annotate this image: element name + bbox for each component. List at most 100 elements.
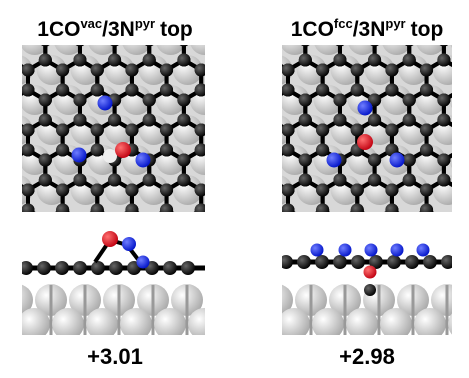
carbon-atom <box>423 255 437 269</box>
carbon-atom <box>333 214 346 227</box>
bond <box>236 150 253 160</box>
bond <box>149 240 166 250</box>
carbon-atom <box>264 124 277 137</box>
carbon-atom <box>73 234 86 247</box>
title-sup: vac <box>80 16 102 31</box>
carbon-atom <box>282 244 295 257</box>
bond <box>80 30 97 40</box>
carbon-atom <box>4 94 17 107</box>
carbon-atom <box>22 204 35 217</box>
carbon-atom <box>333 94 346 107</box>
bond <box>271 0 288 10</box>
metal-atom <box>190 25 220 55</box>
carbon-atom <box>264 234 277 247</box>
carbon-atom <box>385 124 398 137</box>
carbon-atom <box>385 4 398 17</box>
bond <box>132 0 149 10</box>
carbon-atom <box>37 261 51 275</box>
bond <box>253 60 270 70</box>
carbon-atom <box>212 34 225 47</box>
carbon-atom <box>39 54 52 67</box>
carbon-atom <box>264 264 277 277</box>
bond <box>167 240 184 250</box>
bond <box>305 0 322 10</box>
carbon-atom <box>437 214 450 227</box>
bond <box>219 210 236 220</box>
carbon-atom <box>230 94 243 107</box>
bond <box>236 60 253 70</box>
carbon-atom <box>160 124 173 137</box>
carbon-atom <box>455 184 468 197</box>
carbon-atom <box>264 144 277 157</box>
bond <box>11 240 28 250</box>
carbon-atom <box>247 244 260 257</box>
carbon-atom <box>299 234 312 247</box>
carbon-atom <box>437 94 450 107</box>
bond <box>80 240 97 250</box>
carbon-atom <box>56 84 69 97</box>
carbon-atom <box>316 184 329 197</box>
carbon-atom <box>455 204 468 217</box>
carbon-atom <box>143 234 156 247</box>
metal-atom <box>207 55 237 85</box>
carbon-atom <box>455 204 468 217</box>
bond <box>236 180 253 190</box>
carbon-atom <box>4 154 17 167</box>
nitrogen-atom <box>136 153 151 168</box>
bond <box>253 150 270 160</box>
bond <box>444 0 461 10</box>
bond <box>219 240 236 250</box>
bond <box>288 0 305 10</box>
carbon-atom <box>282 204 295 217</box>
nitrogen-atom <box>391 244 404 257</box>
carbon-atom <box>229 4 242 17</box>
carbon-atom <box>4 54 17 67</box>
bond <box>219 180 236 190</box>
carbon-atom <box>247 54 260 67</box>
carbon-atom <box>368 114 381 127</box>
carbon-atom <box>281 274 294 287</box>
carbon-atom <box>333 214 346 227</box>
carbon-atom <box>264 84 277 97</box>
carbon-atom <box>282 4 295 17</box>
carbon-atom <box>229 184 242 197</box>
carbon-atom <box>299 244 312 257</box>
panel-title: 1COvac/3Npyrtop <box>37 16 192 41</box>
bond <box>271 240 288 250</box>
carbon-atom <box>403 94 416 107</box>
carbon-atom <box>91 204 104 217</box>
carbon-atom <box>4 234 17 247</box>
carbon-atom <box>22 124 35 137</box>
bond <box>236 210 253 220</box>
carbon-atom <box>247 94 260 107</box>
carbon-atom <box>4 114 17 127</box>
bond <box>0 60 11 70</box>
metal-atom <box>188 308 220 340</box>
carbon-atom <box>56 244 69 257</box>
bond <box>461 240 469 250</box>
carbon-atom <box>247 64 260 77</box>
bond <box>236 150 253 160</box>
carbon-atom <box>229 64 242 77</box>
carbon-atom <box>247 124 260 137</box>
carbon-atom <box>229 204 242 217</box>
bond <box>236 30 253 40</box>
carbon-atom <box>264 144 277 157</box>
carbon-atom <box>229 24 242 37</box>
bond <box>236 120 253 130</box>
carbon-atom <box>247 274 260 287</box>
carbon-atom <box>73 114 86 127</box>
bond <box>236 90 253 100</box>
title-mid: /3N <box>102 18 135 41</box>
bond <box>236 30 253 40</box>
bond <box>461 270 469 280</box>
carbon-atom <box>437 0 450 7</box>
bond <box>271 30 288 40</box>
carbon-atom <box>181 261 195 275</box>
bond <box>236 180 253 190</box>
carbon-atom <box>264 54 277 67</box>
bond <box>288 0 305 10</box>
carbon-atom <box>368 214 381 227</box>
bond <box>236 0 253 10</box>
bond <box>0 150 11 160</box>
